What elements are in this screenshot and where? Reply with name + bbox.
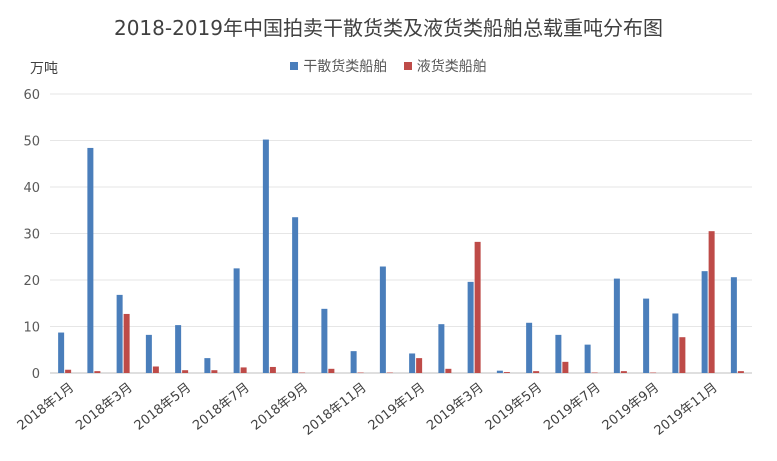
bar-liquid-2018年5月 (182, 370, 189, 373)
bar-dry-bulk-2018年9月 (292, 217, 299, 373)
bar-liquid-2018年9月 (299, 372, 306, 374)
bar-dry-bulk-2019年8月 (613, 278, 620, 373)
x-tick-label: 2019年1月 (366, 380, 428, 433)
bar-liquid-2018年7月 (240, 367, 247, 373)
bar-dry-bulk-2018年12月 (379, 266, 386, 373)
chart-title: 2018-2019年中国拍卖干散货类及液货类船舶总载重吨分布图 (113, 16, 663, 40)
legend: 干散货类船舶 液货类船舶 (0, 56, 777, 76)
bar-dry-bulk-2018年2月 (87, 147, 94, 373)
x-axis: 2018年1月2018年3月2018年5月2018年7月2018年9月2018年… (15, 380, 721, 438)
bar-dry-bulk-2019年5月 (526, 322, 533, 373)
legend-label-liquid: 液货类船舶 (416, 59, 487, 75)
bar-liquid-2019年1月 (416, 358, 423, 373)
bar-liquid-2019年11月 (708, 231, 715, 373)
bar-liquid-2019年4月 (503, 372, 510, 373)
bar-dry-bulk-2018年5月 (175, 325, 182, 373)
x-tick-label: 2018年3月 (73, 380, 135, 433)
bars (58, 139, 744, 374)
bar-liquid-2018年2月 (94, 371, 101, 373)
y-axis-unit-label: 万吨 (30, 61, 58, 77)
y-tick-label: 10 (23, 321, 40, 336)
bar-dry-bulk-2018年10月 (321, 308, 328, 373)
bar-dry-bulk-2019年2月 (438, 324, 445, 373)
bar-dry-bulk-2019年3月 (467, 281, 474, 373)
bar-dry-bulk-2019年1月 (409, 353, 416, 373)
legend-item-liquid: 液货类船舶 (403, 56, 487, 76)
x-tick-label: 2018年11月 (301, 380, 370, 438)
bar-liquid-2019年3月 (474, 241, 481, 373)
x-tick-label: 2018年7月 (190, 380, 252, 433)
bar-dry-bulk-2019年4月 (496, 370, 503, 373)
bar-liquid-2019年9月 (650, 372, 657, 374)
bar-dry-bulk-2018年8月 (262, 139, 269, 373)
bar-dry-bulk-2018年6月 (204, 358, 211, 373)
x-tick-label: 2019年7月 (541, 380, 603, 433)
legend-swatch-liquid (403, 62, 412, 70)
bar-liquid-2018年3月 (123, 313, 130, 373)
bar-liquid-2018年10月 (328, 368, 335, 373)
bar-dry-bulk-2018年11月 (350, 351, 357, 373)
bar-dry-bulk-2018年3月 (116, 294, 123, 373)
bar-liquid-2019年2月 (445, 368, 452, 373)
bar-liquid-2018年6月 (211, 370, 218, 373)
bar-dry-bulk-2018年4月 (145, 334, 152, 373)
x-tick-label: 2018年1月 (15, 380, 77, 433)
y-tick-label: 60 (23, 88, 40, 103)
y-tick-label: 50 (23, 135, 40, 150)
y-tick-label: 40 (23, 181, 40, 196)
bar-liquid-2019年8月 (620, 371, 627, 373)
legend-swatch-dry-bulk (290, 62, 299, 70)
bar-liquid-2019年6月 (562, 361, 569, 373)
bar-dry-bulk-2018年7月 (233, 268, 240, 373)
legend-label-dry-bulk: 干散货类船舶 (303, 59, 388, 75)
legend-item-dry-bulk: 干散货类船舶 (290, 56, 387, 76)
bar-dry-bulk-2019年12月 (730, 277, 737, 373)
bar-liquid-2018年1月 (65, 369, 72, 373)
bar-dry-bulk-2019年7月 (584, 344, 591, 373)
y-tick-label: 20 (23, 274, 40, 289)
bar-liquid-2018年11月 (357, 372, 364, 374)
x-tick-label: 2019年5月 (483, 380, 545, 433)
bar-liquid-2018年12月 (386, 372, 393, 374)
y-axis-ticks: 0 10 20 30 40 50 60 (23, 88, 40, 382)
bar-dry-bulk-2019年9月 (643, 298, 650, 373)
bar-dry-bulk-2019年6月 (555, 334, 562, 373)
bar-liquid-2019年12月 (737, 371, 744, 373)
bar-liquid-2019年7月 (591, 372, 598, 374)
x-tick-label: 2018年5月 (132, 380, 194, 433)
bar-liquid-2019年10月 (679, 337, 686, 373)
bar-liquid-2018年8月 (269, 366, 276, 373)
y-tick-label: 0 (32, 367, 40, 382)
bar-dry-bulk-2018年1月 (58, 332, 65, 373)
x-tick-label: 2019年11月 (652, 380, 721, 438)
bar-dry-bulk-2019年10月 (672, 313, 679, 373)
y-tick-label: 30 (23, 228, 40, 243)
x-tick-label: 2019年3月 (424, 380, 486, 433)
bar-liquid-2018年4月 (152, 366, 159, 373)
bar-dry-bulk-2019年11月 (701, 271, 708, 373)
bar-liquid-2019年5月 (533, 371, 540, 373)
gridlines (50, 93, 752, 374)
